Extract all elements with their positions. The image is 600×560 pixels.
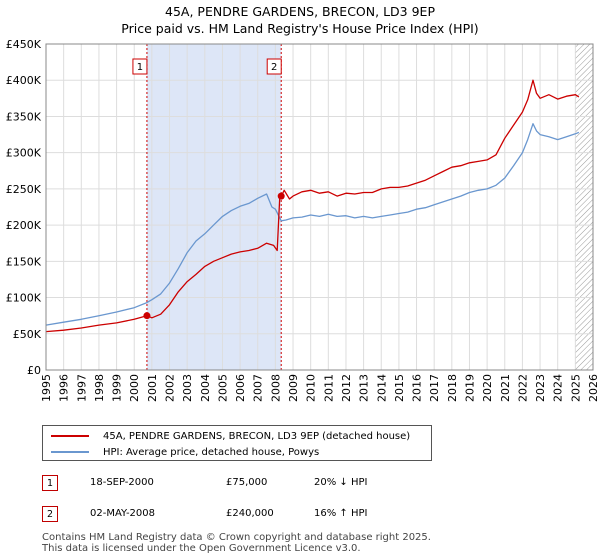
x-tick-label: 1999 bbox=[111, 374, 124, 402]
x-tick-label: 2013 bbox=[358, 374, 371, 402]
legend-label-property: 45A, PENDRE GARDENS, BRECON, LD3 9EP (de… bbox=[103, 430, 411, 442]
x-tick-label: 2024 bbox=[552, 374, 565, 402]
y-tick-label: £400K bbox=[6, 74, 42, 87]
legend-item-property: 45A, PENDRE GARDENS, BRECON, LD3 9EP (de… bbox=[51, 429, 410, 443]
x-tick-label: 2015 bbox=[393, 374, 406, 402]
sale-marker-box bbox=[266, 58, 282, 75]
shaded-ownership-period bbox=[146, 44, 282, 370]
x-tick-label: 2002 bbox=[164, 374, 177, 402]
legend-item-hpi: HPI: Average price, detached house, Powy… bbox=[51, 445, 319, 459]
y-tick-label: £300K bbox=[6, 147, 42, 160]
legend-line-property bbox=[51, 435, 89, 437]
x-tick-label: 2007 bbox=[252, 374, 265, 402]
x-tick-label: 2018 bbox=[446, 374, 459, 402]
x-tick-label: 2017 bbox=[428, 374, 441, 402]
x-tick-label: 2011 bbox=[322, 374, 335, 402]
x-tick-label: 2001 bbox=[146, 374, 159, 402]
x-tick-label: 2006 bbox=[234, 374, 247, 402]
transaction-date: 18-SEP-2000 bbox=[90, 477, 154, 488]
chart-subtitle: Price paid vs. HM Land Registry's House … bbox=[121, 21, 479, 36]
legend: 45A, PENDRE GARDENS, BRECON, LD3 9EP (de… bbox=[42, 425, 432, 461]
transaction-hpi: 20% ↓ HPI bbox=[314, 477, 368, 488]
x-tick-label: 2010 bbox=[305, 374, 318, 402]
x-tick-label: 2012 bbox=[340, 374, 353, 402]
x-tick-label: 2008 bbox=[269, 374, 282, 402]
series-line-property bbox=[45, 79, 580, 333]
x-tick-label: 2014 bbox=[375, 374, 388, 402]
sale-marker-label: 2 bbox=[271, 62, 277, 73]
transaction-price: £240,000 bbox=[226, 508, 274, 519]
x-tick-label: 2004 bbox=[199, 374, 212, 402]
x-tick-label: 1998 bbox=[93, 374, 106, 402]
x-tick-label: 2009 bbox=[287, 374, 300, 402]
footer-licence: This data is licensed under the Open Gov… bbox=[42, 543, 361, 554]
footer-copyright: Contains HM Land Registry data © Crown c… bbox=[42, 532, 431, 543]
transaction-hpi: 16% ↑ HPI bbox=[314, 508, 368, 519]
x-tick-label: 2016 bbox=[411, 374, 424, 402]
sale-point bbox=[277, 192, 285, 200]
x-tick-label: 2023 bbox=[534, 374, 547, 402]
x-tick-label: 2019 bbox=[463, 374, 476, 402]
x-tick-label: 1995 bbox=[40, 374, 53, 402]
x-tick-label: 2021 bbox=[499, 374, 512, 402]
y-tick-label: £100K bbox=[6, 292, 42, 305]
transaction-price: £75,000 bbox=[226, 477, 268, 488]
x-tick-label: 2003 bbox=[181, 374, 194, 402]
x-tick-label: 1997 bbox=[75, 374, 88, 402]
legend-label-hpi: HPI: Average price, detached house, Powy… bbox=[103, 446, 320, 458]
x-tick-label: 2025 bbox=[569, 374, 582, 402]
legend-line-hpi bbox=[51, 451, 89, 453]
x-tick-label: 2005 bbox=[216, 374, 229, 402]
x-tick-label: 2026 bbox=[587, 374, 600, 402]
y-tick-label: £200K bbox=[6, 219, 42, 232]
plot-border bbox=[45, 43, 594, 371]
price-chart: £0 £50K £100K £150K £200K £250K £300K £350K £400… bbox=[6, 38, 600, 402]
transaction-badge: 2 bbox=[42, 506, 58, 522]
x-tick-label: 1996 bbox=[58, 374, 71, 402]
y-tick-label: £150K bbox=[6, 255, 42, 268]
plot-area bbox=[46, 44, 593, 370]
transaction-date: 02-MAY-2008 bbox=[90, 508, 156, 519]
y-tick-label: £50K bbox=[13, 328, 42, 341]
hatched-forecast-region bbox=[575, 44, 593, 370]
x-tick-label: 2020 bbox=[481, 374, 494, 402]
x-tick-label: 2000 bbox=[128, 374, 141, 402]
chart-title: 45A, PENDRE GARDENS, BRECON, LD3 9EP bbox=[165, 4, 435, 19]
y-tick-label: £450K bbox=[6, 38, 42, 51]
y-tick-label: £250K bbox=[6, 183, 42, 196]
y-tick-label: £350K bbox=[6, 110, 42, 123]
x-tick-label: 2022 bbox=[516, 374, 529, 402]
sale-marker-label: 1 bbox=[137, 62, 143, 73]
series-line-hpi bbox=[45, 123, 580, 326]
transaction-badge: 1 bbox=[42, 475, 58, 491]
sale-marker-box bbox=[132, 58, 148, 75]
y-tick-label: £0 bbox=[27, 364, 41, 377]
sale-point bbox=[143, 312, 151, 320]
